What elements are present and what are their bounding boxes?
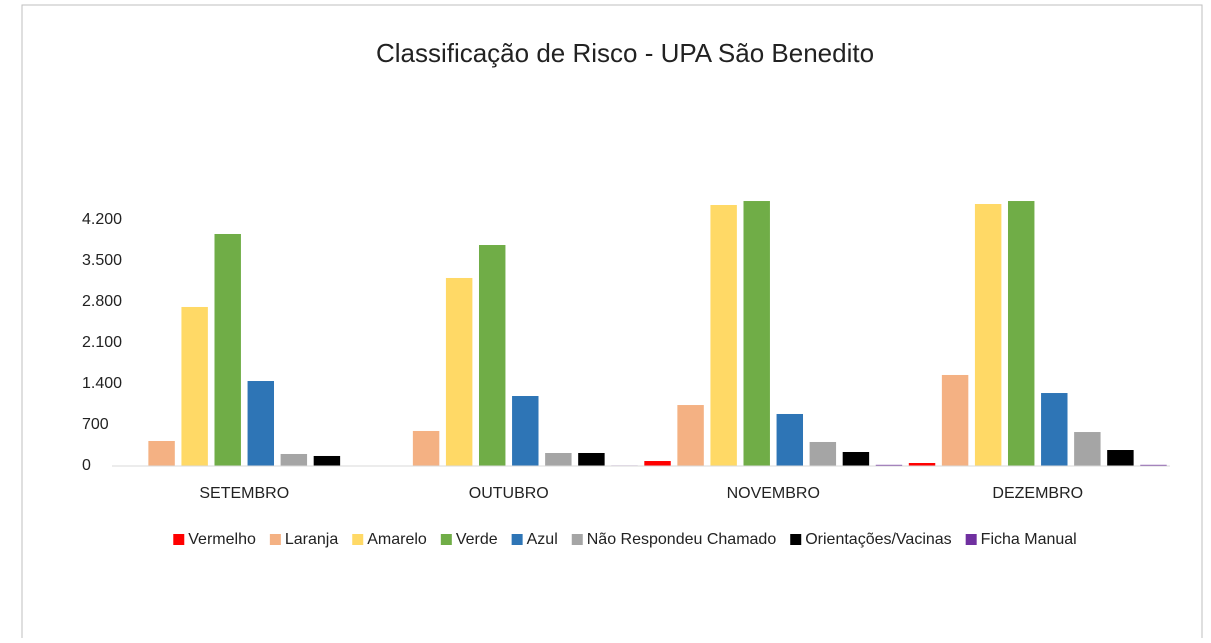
bar xyxy=(446,278,472,466)
bar xyxy=(942,375,968,466)
legend-swatch xyxy=(173,534,184,545)
bar xyxy=(743,201,769,466)
chart-title: Classificação de Risco - UPA São Benedit… xyxy=(376,38,874,68)
bar xyxy=(710,205,736,466)
bar xyxy=(314,456,340,466)
bar xyxy=(578,453,604,466)
x-tick-label: SETEMBRO xyxy=(199,485,289,502)
bar xyxy=(512,396,538,466)
bar xyxy=(1008,201,1034,466)
legend-swatch xyxy=(572,534,583,545)
legend-swatch xyxy=(441,534,452,545)
bar xyxy=(545,453,571,466)
y-tick-label: 2.800 xyxy=(82,293,122,310)
legend-swatch xyxy=(966,534,977,545)
legend-label: Amarelo xyxy=(367,531,427,548)
bar xyxy=(181,307,207,466)
legend-label: Vermelho xyxy=(188,531,256,548)
x-tick-label: DEZEMBRO xyxy=(992,485,1083,502)
legend-label: Não Respondeu Chamado xyxy=(587,531,777,548)
bar xyxy=(413,431,439,466)
bar xyxy=(148,441,174,466)
bar xyxy=(1107,450,1133,466)
legend-label: Ficha Manual xyxy=(981,531,1077,548)
y-tick-label: 1.400 xyxy=(82,375,122,392)
legend-label: Azul xyxy=(527,531,558,548)
bar xyxy=(214,234,240,466)
bar xyxy=(810,442,836,466)
bar xyxy=(644,461,670,466)
legend-swatch xyxy=(790,534,801,545)
legend-label: Verde xyxy=(456,531,498,548)
legend-label: Laranja xyxy=(285,531,338,548)
legend-swatch xyxy=(270,534,281,545)
x-tick-label: NOVEMBRO xyxy=(727,485,820,502)
bar xyxy=(975,204,1001,466)
y-tick-label: 3.500 xyxy=(82,252,122,269)
bar xyxy=(1074,432,1100,466)
legend-swatch xyxy=(352,534,363,545)
bar xyxy=(281,454,307,466)
legend-label: Orientações/Vacinas xyxy=(805,531,951,548)
y-tick-label: 0 xyxy=(82,457,91,474)
y-tick-label: 2.100 xyxy=(82,334,122,351)
bar xyxy=(677,405,703,466)
bar xyxy=(777,414,803,466)
bar xyxy=(479,245,505,466)
y-tick-label: 4.200 xyxy=(82,211,122,228)
bar xyxy=(248,381,274,466)
x-tick-label: OUTUBRO xyxy=(469,485,549,502)
legend-swatch xyxy=(512,534,523,545)
bar xyxy=(1041,393,1067,466)
bar xyxy=(843,452,869,466)
y-tick-label: 700 xyxy=(82,416,109,433)
